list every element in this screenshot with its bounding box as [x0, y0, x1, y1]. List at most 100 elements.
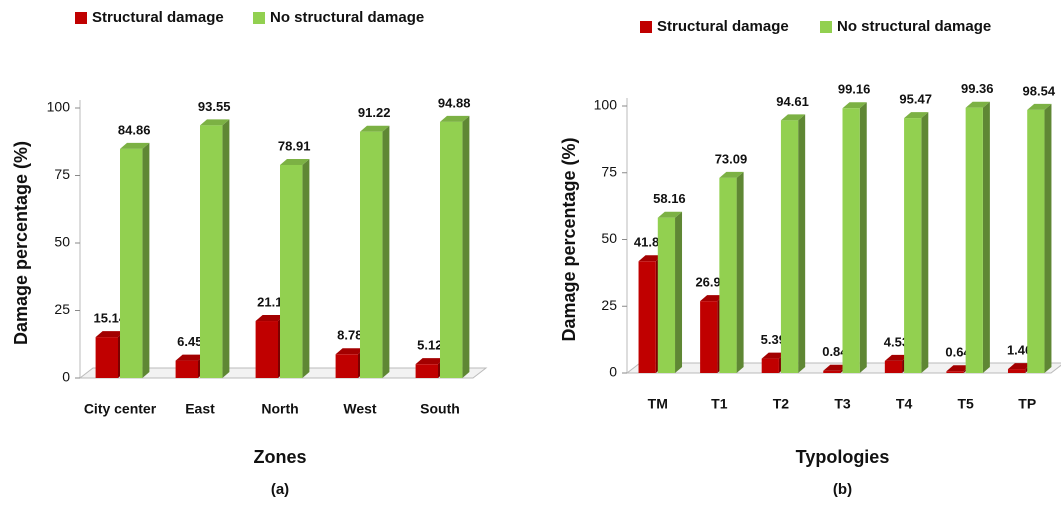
bar [175, 360, 198, 378]
x-tick-label: South [420, 401, 460, 417]
bar-top [946, 365, 971, 372]
caption: (a) [271, 481, 289, 498]
x-axis-label: Zones [253, 447, 306, 467]
bar [200, 125, 223, 378]
x-tick-label: T1 [711, 396, 728, 412]
bar-top [1027, 103, 1052, 110]
bar-side [675, 211, 683, 373]
value-label: 15.14 [94, 311, 127, 326]
bar-side [302, 158, 310, 378]
value-label: 93.55 [198, 99, 231, 114]
y-tick-label: 25 [601, 297, 617, 313]
bar-top [255, 315, 285, 322]
value-label: 91.22 [358, 105, 391, 120]
bar-top [657, 211, 683, 218]
value-label: 0.64 [945, 345, 971, 360]
bar-side [921, 112, 929, 374]
bar-top [360, 125, 390, 132]
y-tick-label: 50 [601, 230, 617, 246]
bar-side [382, 125, 390, 379]
y-tick-label: 75 [601, 163, 617, 179]
bar [335, 354, 358, 378]
x-tick-label: T5 [957, 396, 974, 412]
y-tick-label: 0 [609, 364, 617, 380]
bar [95, 337, 118, 378]
x-tick-label: T3 [834, 396, 851, 412]
bar-side [736, 171, 744, 373]
bar-top [175, 354, 205, 361]
value-label: 95.47 [899, 92, 932, 107]
bar [904, 118, 922, 374]
bar [638, 261, 656, 373]
bar-top [823, 364, 848, 371]
caption: (b) [833, 481, 852, 498]
bar [120, 148, 143, 378]
bar-side [798, 114, 806, 373]
bar-top [95, 331, 125, 338]
bar [761, 358, 779, 373]
legend-swatch [253, 12, 265, 24]
legend-label: No structural damage [837, 18, 991, 35]
bar-side [222, 119, 230, 378]
y-tick-label: 100 [47, 99, 71, 115]
value-label: 8.78 [337, 328, 362, 343]
value-label: 98.54 [1023, 83, 1056, 98]
value-label: 94.61 [776, 94, 809, 109]
x-tick-label: T4 [896, 396, 913, 412]
x-tick-label: T2 [773, 396, 790, 412]
bar [415, 364, 438, 378]
bar [823, 370, 841, 373]
bar-top [700, 295, 725, 302]
bar-top [842, 102, 867, 109]
value-label: 99.16 [838, 82, 871, 97]
bar [360, 131, 383, 378]
x-tick-label: TP [1018, 396, 1036, 412]
value-label: 5.12 [417, 338, 442, 353]
bar [780, 120, 799, 373]
value-label: 78.91 [278, 138, 311, 153]
bar-top [638, 255, 663, 262]
y-tick-label: 100 [594, 97, 618, 113]
bar-side [142, 142, 150, 378]
y-axis-label: Damage percentage (%) [11, 141, 31, 345]
legend-label: Structural damage [657, 18, 789, 35]
value-label: 99.36 [961, 81, 994, 96]
bar-top [415, 358, 445, 365]
value-label: 4.53 [884, 334, 909, 349]
legend-label: Structural damage [92, 9, 224, 26]
value-label: 73.09 [715, 151, 748, 166]
value-label: 21.1 [257, 294, 282, 309]
bar-top [440, 115, 470, 122]
x-tick-label: City center [84, 401, 157, 417]
bar-top [1007, 363, 1033, 370]
x-tick-label: TM [648, 396, 668, 412]
value-label: 6.45 [177, 334, 202, 349]
x-axis-label: Typologies [796, 447, 890, 467]
bar [1007, 369, 1026, 373]
x-tick-label: West [343, 401, 377, 417]
bar [842, 108, 860, 373]
bar [255, 321, 278, 378]
bar-top [120, 142, 150, 149]
legend-label: No structural damage [270, 9, 424, 26]
bar-side [982, 101, 990, 373]
bar [719, 177, 737, 373]
bar-top [965, 101, 990, 108]
bar-top [884, 354, 910, 361]
value-label: 58.16 [653, 191, 686, 206]
bar [657, 217, 676, 373]
y-tick-label: 0 [62, 369, 70, 385]
value-label: 94.88 [438, 95, 471, 110]
bar [700, 301, 718, 373]
x-tick-label: East [185, 401, 215, 417]
y-tick-label: 50 [54, 234, 70, 250]
bar [440, 121, 463, 378]
bar-top [780, 114, 806, 121]
y-tick-label: 25 [54, 301, 70, 317]
bar [1027, 109, 1045, 374]
y-axis-label: Damage percentage (%) [559, 137, 579, 341]
x-tick-label: North [261, 401, 298, 417]
bar-top [200, 119, 230, 126]
bar [280, 164, 303, 378]
